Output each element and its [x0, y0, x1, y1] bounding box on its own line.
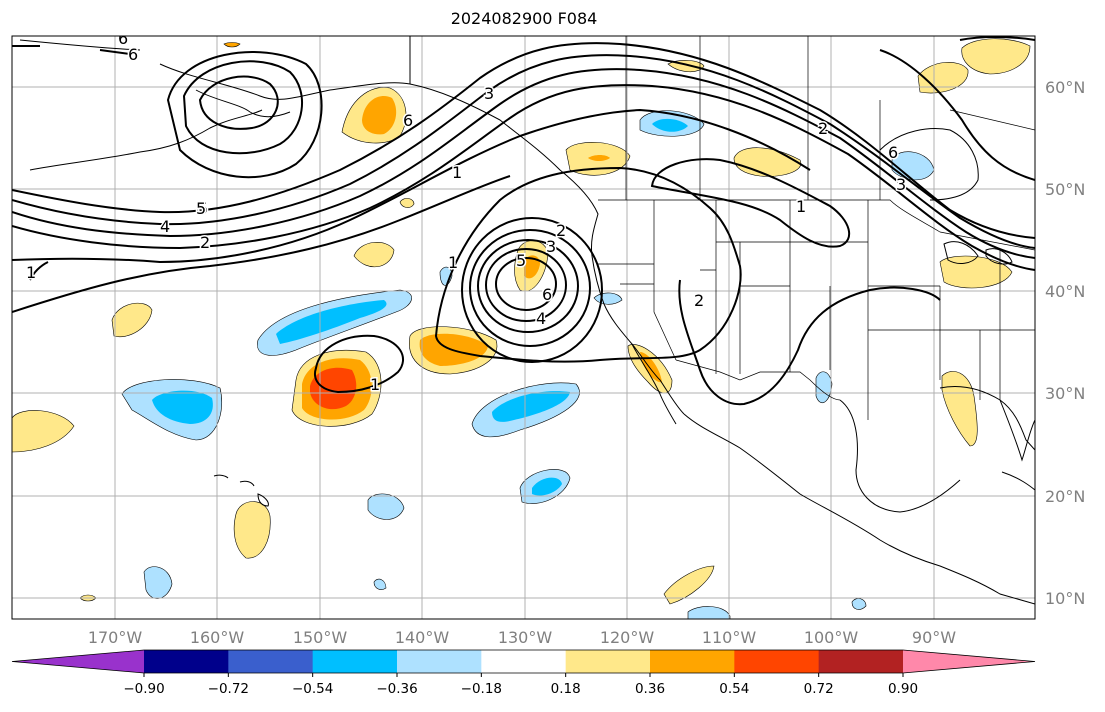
- colorbar-segment: [734, 650, 820, 673]
- lat-label: 30°N: [1045, 384, 1085, 403]
- contour-label: 6: [128, 45, 138, 64]
- fill-pac-pos-1: [353, 242, 395, 268]
- contour-label: 1: [448, 253, 458, 272]
- colorbar-label: −0.72: [208, 681, 249, 697]
- lon-label: 160°W: [190, 628, 245, 647]
- fill-pac-neg-south-core: [532, 477, 562, 496]
- fill-pac-neg-sw: [143, 566, 173, 599]
- fill-tiny-pos: [223, 42, 241, 48]
- fill-bc-positive-core: [588, 155, 610, 161]
- colorbar-label: 0.54: [719, 681, 749, 697]
- latitude-labels: 60°N 50°N 40°N 30°N 20°N 10°N: [1045, 78, 1085, 608]
- lat-label: 60°N: [1045, 78, 1085, 97]
- colorbar-label: −0.18: [461, 681, 502, 697]
- lon-label: 130°W: [498, 628, 553, 647]
- contour-label: 2: [200, 233, 210, 252]
- fill-pac-hot-core: [310, 367, 357, 410]
- contours: [12, 36, 1035, 406]
- colorbar-extend-max: [903, 650, 1035, 673]
- contour-labels: 6 6 5 6 3 1 1 4 5 2 1 2 3 5 6 4 1 2 2 1 …: [25, 29, 908, 396]
- lon-label: 90°W: [912, 628, 956, 647]
- lat-label: 40°N: [1045, 282, 1085, 301]
- colorbar-extend-min: [12, 650, 144, 673]
- map-title: 2024082900 F084: [450, 9, 598, 28]
- plot-frame: [11, 35, 1036, 620]
- fill-bc-negative-core: [652, 118, 688, 132]
- fill-coast-pos-core: [524, 255, 540, 279]
- colorbar-label: 0.72: [804, 681, 834, 697]
- lon-label: 170°W: [88, 628, 143, 647]
- contour-label: 6: [118, 29, 128, 48]
- colorbar-segment: [144, 650, 229, 673]
- fill-ne-corner: [961, 38, 1031, 75]
- contour-label: 5: [516, 251, 526, 270]
- contour-label: 6: [403, 111, 413, 130]
- contour-label: 5: [196, 199, 206, 218]
- contour-label: 3: [546, 237, 556, 256]
- fill-pac-pos-se: [663, 565, 715, 605]
- fill-pac-neg-mid-core: [492, 391, 570, 422]
- fill-pac-neg-tiny: [373, 578, 387, 590]
- contour-label: 2: [556, 221, 566, 240]
- colorbar-segment: [565, 650, 651, 673]
- lat-label: 20°N: [1045, 487, 1085, 506]
- contour-label: 3: [484, 84, 494, 103]
- contour-label: 2: [818, 119, 828, 138]
- fill-hawaii-pos: [233, 501, 271, 559]
- fill-pac-pos-2: [399, 198, 415, 208]
- lon-label: 150°W: [293, 628, 348, 647]
- colorbar-label: −0.36: [376, 681, 417, 697]
- colorbar-label: 0.90: [888, 681, 918, 697]
- colorbar-label: 0.18: [551, 681, 581, 697]
- contour-label: 4: [536, 309, 546, 328]
- colorbar-segment: [650, 650, 735, 673]
- colorbar-segment: [397, 650, 482, 673]
- contour-label: 1: [796, 197, 806, 216]
- lat-label: 50°N: [1045, 180, 1085, 199]
- lon-label: 140°W: [395, 628, 450, 647]
- contour-label: 5: [198, 199, 208, 218]
- colorbar-label: −0.54: [292, 681, 333, 697]
- fill-alaska-positive-core: [362, 96, 397, 135]
- contour-label: 1: [370, 375, 380, 394]
- contour-label: 6: [542, 285, 552, 304]
- fill-far-ne: [917, 61, 969, 94]
- fill-pac-pos-3: [111, 302, 153, 338]
- fill-pac-neg-west-core: [152, 390, 213, 424]
- lon-label: 100°W: [804, 628, 859, 647]
- contour-label: 2: [694, 291, 704, 310]
- fill-great-lakes-positive: [939, 255, 1013, 289]
- colorbar-label: 0.36: [635, 681, 665, 697]
- fill-pac-neg-se-2: [851, 598, 867, 610]
- colorbar-label: −0.90: [123, 681, 164, 697]
- lat-label: 10°N: [1045, 589, 1085, 608]
- plot-area: [12, 36, 1035, 619]
- fill-pac-pos-west: [12, 410, 75, 453]
- contour-label: 4: [160, 217, 170, 236]
- contour-label: 1: [452, 163, 462, 182]
- fill-baja-pos-core: [640, 352, 662, 383]
- lon-label: 110°W: [702, 628, 757, 647]
- fill-pac-neg-small-2: [367, 493, 405, 520]
- lon-label: 120°W: [600, 628, 655, 647]
- contour-label: 6: [888, 143, 898, 162]
- borders: [409, 36, 1035, 420]
- colorbar-segment: [818, 650, 904, 673]
- colorbar-segment: [312, 650, 398, 673]
- colorbar-segment: [481, 650, 567, 673]
- fill-gulf-pos: [941, 371, 978, 447]
- contour-label: 3: [896, 175, 906, 194]
- colorbar-segment: [228, 650, 314, 673]
- contour-label: 1: [26, 263, 36, 282]
- anomaly-fills: [12, 38, 1031, 619]
- colorbar: −0.90 −0.72 −0.54 −0.36 −0.18 0.18 0.36 0.54 0.7…: [11, 649, 1036, 697]
- fill-pac-neg-band-core: [276, 300, 387, 344]
- longitude-labels: 170°W 160°W 150°W 140°W 130°W 120°W 110°…: [88, 628, 956, 647]
